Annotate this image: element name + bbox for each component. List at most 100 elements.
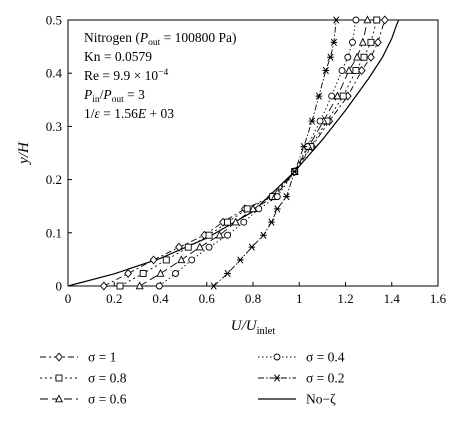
- data-point: [248, 204, 258, 213]
- legend-marker: [55, 374, 63, 382]
- data-point: [327, 53, 334, 61]
- data-point: [195, 242, 204, 251]
- x-tick-label: 1.6: [430, 291, 447, 306]
- legend-label: σ = 0.4: [306, 350, 345, 365]
- series-markers: [99, 15, 389, 291]
- data-point: [352, 16, 360, 24]
- data-point: [339, 92, 347, 100]
- legend-label: σ = 0.6: [88, 392, 127, 407]
- x-tick-label: 0.2: [106, 291, 122, 306]
- data-point: [332, 16, 340, 24]
- x-tick-label: 0: [65, 291, 72, 306]
- x-tick-label: 1.4: [384, 291, 401, 306]
- legend: σ = 1 σ = 0.8 σ = 0.6 σ = 0.4 σ = 0.2 No−ζ: [40, 350, 345, 407]
- legend-label: σ = 0.8: [88, 371, 127, 386]
- x-tick-label: 1.2: [337, 291, 353, 306]
- data-point: [205, 243, 213, 251]
- series-line-2: [139, 19, 368, 287]
- data-point: [231, 217, 240, 226]
- annotation-kn: Kn = 0.0579: [84, 49, 152, 64]
- legend-marker: [273, 353, 281, 361]
- x-tick-label: 0.6: [199, 291, 216, 306]
- data-point: [175, 242, 183, 252]
- series-lines: [67, 19, 400, 287]
- legend-label: σ = 1: [88, 350, 116, 365]
- data-point: [322, 66, 330, 75]
- data-point: [308, 117, 316, 125]
- legend-marker: [273, 374, 281, 382]
- y-tick-label: 0.4: [46, 66, 63, 81]
- data-point: [344, 53, 352, 61]
- data-point: [344, 65, 354, 74]
- data-point: [338, 67, 346, 74]
- data-point: [300, 143, 308, 151]
- data-point: [224, 231, 232, 239]
- y-tick-label: 0: [56, 279, 63, 294]
- data-point: [316, 117, 324, 125]
- y-tick-label: 0.2: [46, 172, 62, 187]
- data-point: [360, 53, 368, 61]
- data-point: [210, 282, 217, 290]
- data-point: [367, 52, 375, 62]
- data-point: [358, 37, 367, 46]
- data-point: [139, 270, 147, 277]
- y-tick-label: 0.1: [46, 225, 62, 240]
- data-point: [380, 15, 389, 25]
- data-point: [188, 256, 196, 264]
- data-point: [236, 256, 244, 264]
- annotation-epsilon: 1/ε = 1.56E + 03: [84, 106, 174, 121]
- x-axis-title: U/Uinlet: [231, 318, 276, 337]
- data-point: [260, 231, 267, 239]
- annotation-re: Re = 9.9 × 10−4: [84, 68, 168, 83]
- data-point: [243, 205, 251, 213]
- x-tick-label: 1: [296, 291, 303, 306]
- data-point: [273, 193, 281, 201]
- data-point: [224, 269, 231, 278]
- data-point: [255, 205, 263, 213]
- data-point: [162, 256, 170, 264]
- data-point: [328, 92, 336, 100]
- legend-marker: [54, 394, 64, 403]
- data-point: [224, 218, 232, 226]
- data-point: [353, 52, 362, 61]
- data-point: [352, 67, 360, 74]
- data-point: [149, 255, 158, 265]
- series-line-3: [159, 19, 357, 287]
- series-line-5: [67, 19, 400, 287]
- data-point: [155, 282, 163, 290]
- data-point: [373, 37, 382, 47]
- data-point: [135, 281, 144, 290]
- data-point: [363, 15, 372, 24]
- data-point: [240, 218, 248, 226]
- data-point: [291, 168, 298, 176]
- x-tick-label: 0.8: [245, 291, 261, 306]
- data-point: [273, 205, 281, 213]
- legend-marker: [55, 352, 63, 362]
- data-point: [99, 281, 108, 291]
- data-point: [248, 243, 256, 251]
- y-axis-title: y/H: [16, 141, 32, 166]
- data-point: [315, 92, 323, 100]
- data-point: [177, 255, 186, 264]
- annotation-gas: Nitrogen (Pout = 100800 Pa): [84, 30, 236, 48]
- data-point: [268, 218, 275, 226]
- data-point: [172, 270, 179, 277]
- annotation-box: Nitrogen (Pout = 100800 Pa) Kn = 0.0579 …: [83, 30, 236, 121]
- data-point: [367, 38, 375, 46]
- series-line-4: [213, 19, 337, 287]
- data-point: [116, 282, 124, 290]
- data-point: [124, 269, 133, 278]
- data-point: [333, 91, 342, 100]
- series-line-0: [103, 19, 386, 287]
- data-point: [348, 38, 356, 46]
- legend-label: No−ζ: [306, 392, 336, 407]
- data-point: [184, 243, 192, 251]
- y-tick-label: 0.3: [46, 119, 62, 134]
- data-point: [215, 230, 224, 239]
- data-point: [357, 66, 366, 76]
- y-tick-label: 0.5: [46, 13, 62, 28]
- annotation-pressure-ratio: Pin/Pout = 3: [83, 87, 145, 105]
- data-point: [373, 16, 381, 24]
- x-tick-label: 0.4: [152, 291, 169, 306]
